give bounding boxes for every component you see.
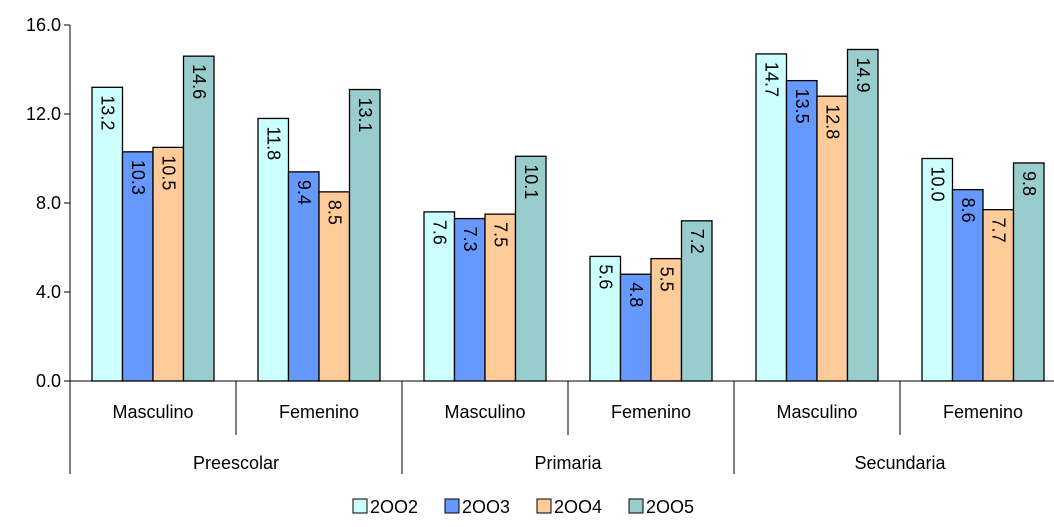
data-label: 5.5 bbox=[656, 267, 676, 292]
y-tick-label: 8.0 bbox=[36, 193, 61, 213]
data-label: 14.6 bbox=[189, 64, 209, 99]
bar bbox=[318, 191, 351, 382]
bar bbox=[348, 88, 381, 382]
y-axis: 0.0 4.0 8.0 12.0 16.0 bbox=[26, 15, 71, 391]
data-label: 13.2 bbox=[97, 95, 117, 130]
data-label: 14.9 bbox=[853, 57, 873, 92]
data-label: 12.8 bbox=[822, 104, 842, 139]
legend-label: 2OO5 bbox=[646, 497, 694, 517]
bar bbox=[650, 257, 683, 382]
legend-label: 2OO3 bbox=[462, 497, 510, 517]
bar bbox=[816, 95, 849, 382]
bars: 13.2 10.3 10.5 14.6 11.8 9.4 8.5 13.1 7.6 7.3 7.5 1… bbox=[91, 48, 1045, 382]
data-label: 7.2 bbox=[687, 229, 707, 254]
data-label: 8.5 bbox=[324, 200, 344, 225]
legend-swatch bbox=[444, 498, 460, 514]
bar bbox=[785, 79, 818, 382]
data-label: 7.6 bbox=[429, 220, 449, 245]
bar bbox=[182, 55, 215, 382]
category-label: Femenino bbox=[943, 402, 1023, 422]
legend-label: 2OO2 bbox=[370, 497, 418, 517]
data-label: 7.3 bbox=[460, 227, 480, 252]
y-tick-label: 16.0 bbox=[26, 15, 61, 35]
category-label: Femenino bbox=[279, 402, 359, 422]
y-tick-label: 0.0 bbox=[36, 371, 61, 391]
data-label: 14.7 bbox=[761, 62, 781, 97]
legend: 2OO2 2OO3 2OO4 2OO5 bbox=[352, 497, 694, 517]
group-label: Secundaria bbox=[854, 453, 946, 473]
data-label: 9.4 bbox=[294, 180, 314, 205]
category-label: Masculino bbox=[444, 402, 525, 422]
x-axis: Masculino Femenino Preescolar Masculino Feme… bbox=[69, 380, 1054, 474]
bar bbox=[423, 211, 456, 382]
category-label: Masculino bbox=[776, 402, 857, 422]
bar bbox=[680, 220, 713, 382]
data-label: 8.6 bbox=[958, 198, 978, 223]
bar bbox=[846, 48, 879, 382]
bar bbox=[484, 213, 517, 382]
data-label: 13.5 bbox=[792, 89, 812, 124]
data-label: 10.0 bbox=[927, 167, 947, 202]
data-label: 10.3 bbox=[128, 160, 148, 195]
category-label: Femenino bbox=[611, 402, 691, 422]
y-tick-label: 12.0 bbox=[26, 104, 61, 124]
data-label: 13.1 bbox=[355, 98, 375, 133]
legend-swatch bbox=[628, 498, 644, 514]
group-label: Preescolar bbox=[193, 453, 279, 473]
bar bbox=[589, 255, 622, 382]
y-tick-label: 4.0 bbox=[36, 282, 61, 302]
data-label: 10.1 bbox=[521, 164, 541, 199]
legend-swatch bbox=[352, 498, 368, 514]
data-label: 11.8 bbox=[263, 126, 283, 160]
bar bbox=[982, 209, 1015, 382]
bar bbox=[1012, 162, 1045, 382]
data-label: 4.8 bbox=[626, 282, 646, 307]
legend-label: 2OO4 bbox=[554, 497, 602, 517]
legend-swatch bbox=[536, 498, 552, 514]
bar bbox=[453, 217, 486, 382]
data-label: 7.5 bbox=[490, 222, 510, 247]
data-label: 10.5 bbox=[158, 155, 178, 190]
data-label: 5.6 bbox=[595, 264, 615, 289]
data-label: 7.7 bbox=[988, 218, 1008, 243]
category-label: Masculino bbox=[112, 402, 193, 422]
bar bbox=[91, 86, 124, 382]
group-label: Primaria bbox=[534, 453, 602, 473]
data-label: 9.8 bbox=[1019, 171, 1039, 196]
bar bbox=[755, 53, 788, 382]
